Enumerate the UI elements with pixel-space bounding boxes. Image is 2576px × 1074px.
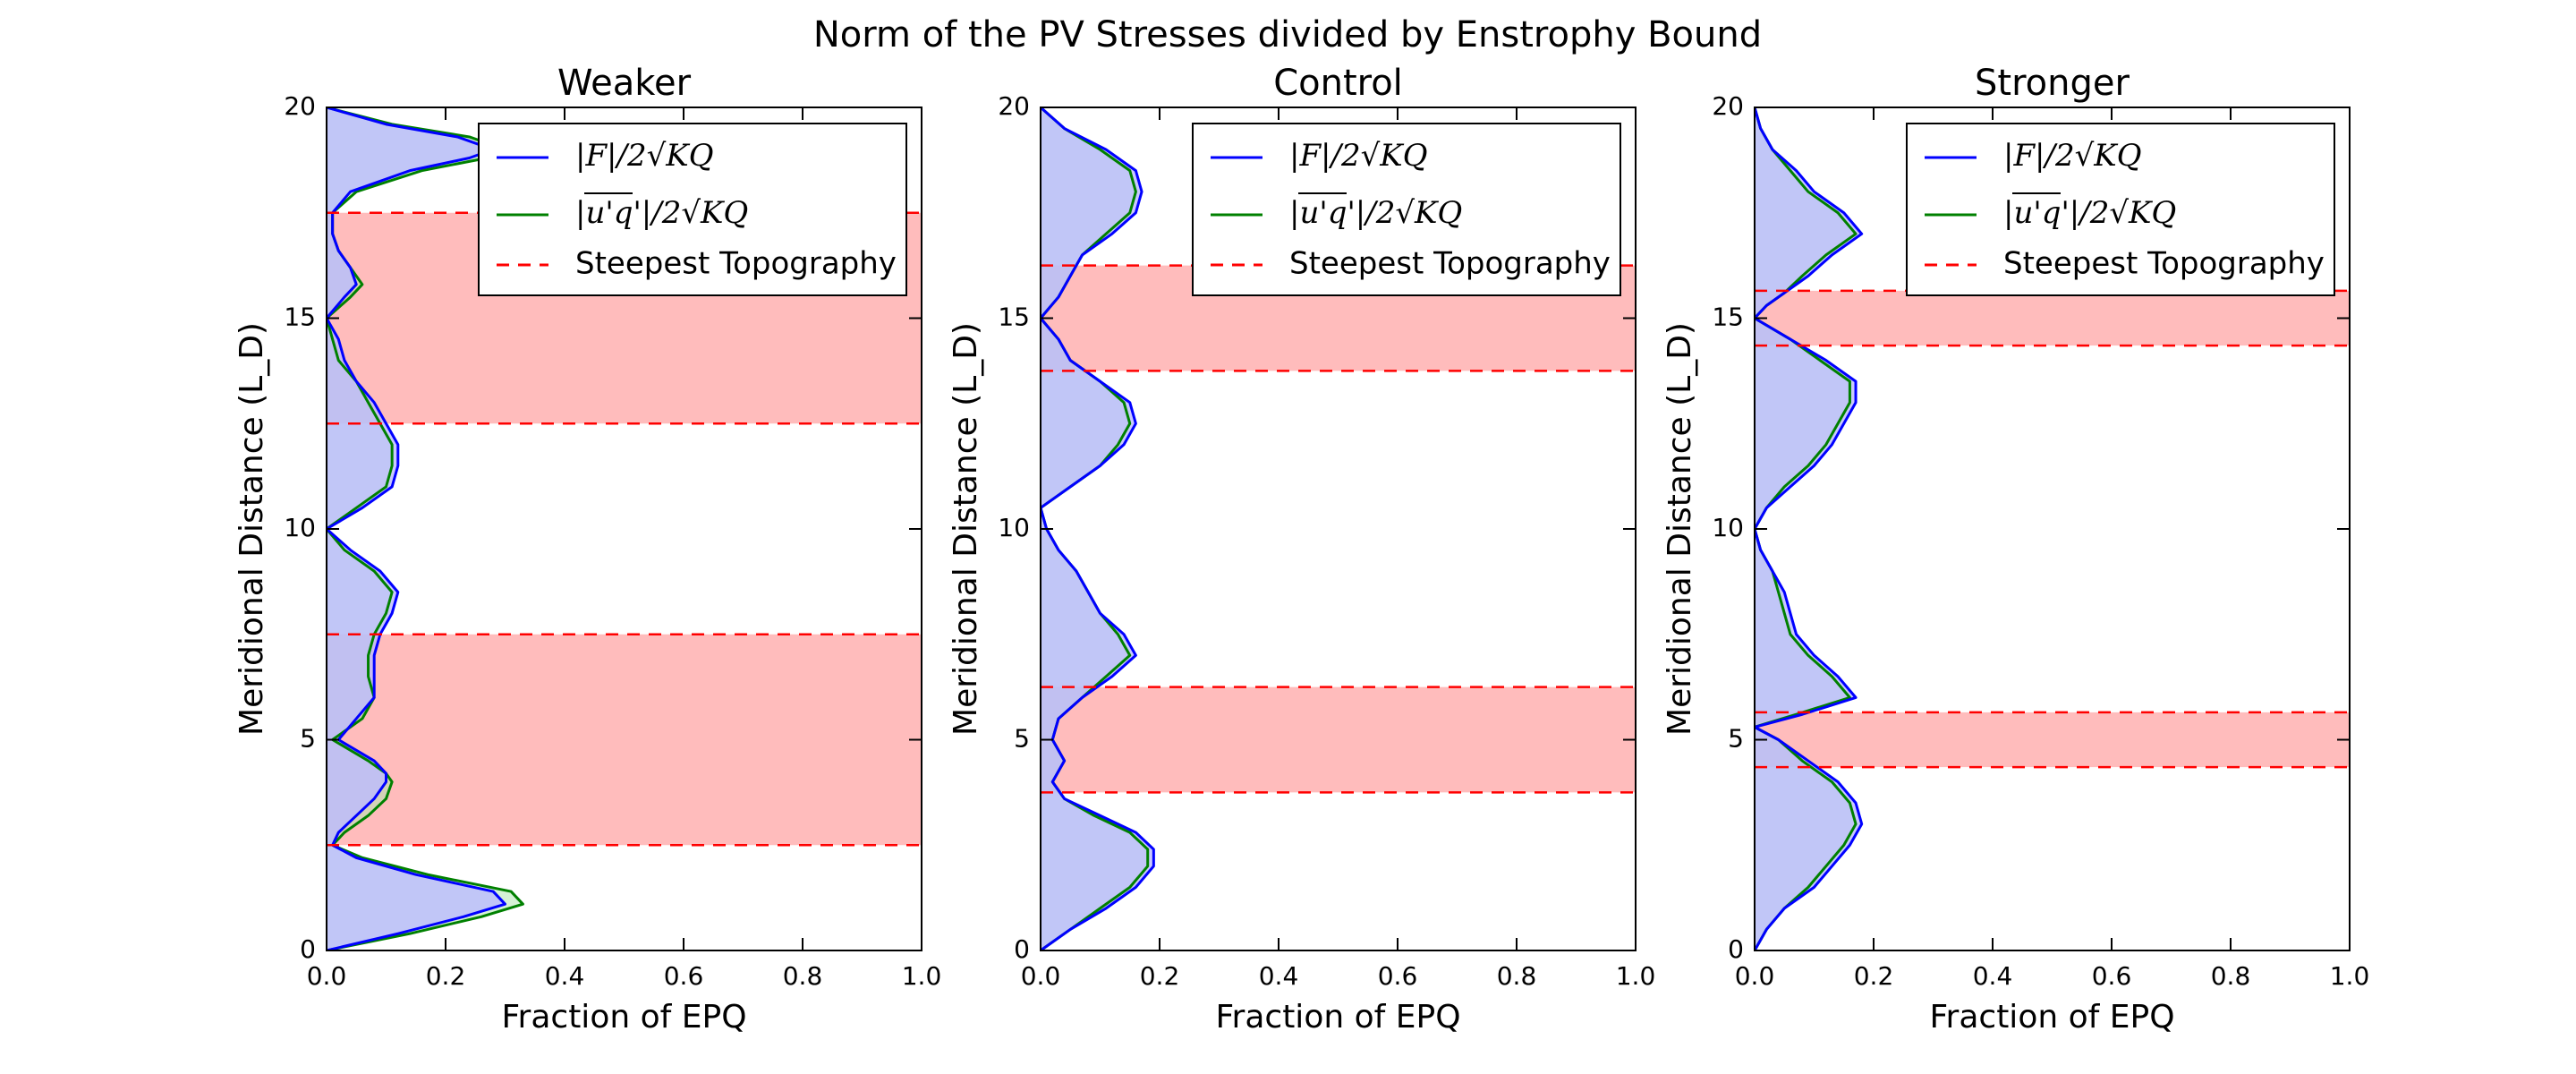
x-tick-label: 0.0 bbox=[307, 961, 347, 991]
y-tick-label: 10 bbox=[1712, 513, 1744, 542]
topography-band bbox=[1755, 290, 2350, 346]
series-line-eddy-flux bbox=[1755, 107, 1858, 950]
topography-band bbox=[327, 634, 922, 846]
legend-label: |F|/2√KQ bbox=[2003, 138, 2142, 174]
x-tick-label: 0.6 bbox=[1378, 961, 1418, 991]
y-tick-label: 5 bbox=[1014, 724, 1030, 754]
y-tick-label: 10 bbox=[998, 513, 1030, 542]
x-tick-label: 0.8 bbox=[2211, 961, 2251, 991]
series-fill-flux bbox=[327, 107, 506, 950]
x-tick-label: 0.4 bbox=[1259, 961, 1299, 991]
topography-band bbox=[1755, 712, 2350, 768]
legend-label: |u'q'|/2√KQ bbox=[1289, 195, 1462, 231]
legend-label: |u'q'|/2√KQ bbox=[2003, 195, 2176, 231]
y-tick-label: 15 bbox=[998, 303, 1030, 332]
y-tick-label: 5 bbox=[300, 724, 316, 754]
x-tick-label: 0.4 bbox=[1973, 961, 2013, 991]
subplot-stronger: 0.0 0.2 0.4 0.6 0.8 1.0 0 5 10 15 20 Stronger Fracti… bbox=[1662, 63, 2369, 1036]
y-tick-label: 5 bbox=[1728, 724, 1744, 754]
legend-label: |F|/2√KQ bbox=[575, 138, 714, 174]
legend-label: Steepest Topography bbox=[1289, 246, 1611, 282]
legend-label: |u'q'|/2√KQ bbox=[575, 195, 748, 231]
y-tick-label: 15 bbox=[1712, 303, 1744, 332]
x-tick-label: 0.8 bbox=[1497, 961, 1537, 991]
figure-title: Norm of the PV Stresses divided by Enstr… bbox=[813, 14, 1762, 55]
subplot-group: 0.0 0.2 0.4 0.6 0.8 1.0 0 5 10 15 20 Weaker Fraction… bbox=[234, 63, 2369, 1036]
y-axis-label: Meridional Distance (L_D) bbox=[234, 322, 270, 736]
y-tick-label: 15 bbox=[284, 303, 316, 332]
legend-label: |F|/2√KQ bbox=[1289, 138, 1428, 174]
series-fill-flux bbox=[1041, 107, 1154, 950]
y-tick-label: 0 bbox=[1728, 934, 1744, 964]
x-tick-label: 0.8 bbox=[783, 961, 823, 991]
subplot-weaker: 0.0 0.2 0.4 0.6 0.8 1.0 0 5 10 15 20 Weaker Fraction… bbox=[234, 63, 941, 1036]
x-tick-label: 0.4 bbox=[545, 961, 585, 991]
x-axis-label: Fraction of EPQ bbox=[1215, 999, 1460, 1036]
legend-label: Steepest Topography bbox=[2003, 246, 2325, 282]
x-tick-label: 0.2 bbox=[1854, 961, 1894, 991]
subplot-control: 0.0 0.2 0.4 0.6 0.8 1.0 0 5 10 15 20 Control Fractio… bbox=[948, 63, 1655, 1036]
y-axis-label: Meridional Distance (L_D) bbox=[948, 322, 984, 736]
y-tick-label: 20 bbox=[284, 91, 316, 121]
x-tick-label: 1.0 bbox=[902, 961, 942, 991]
series-line-flux bbox=[1755, 107, 1864, 950]
series-line-flux bbox=[327, 107, 506, 950]
series-line-flux bbox=[1041, 107, 1155, 950]
x-tick-label: 0.2 bbox=[1140, 961, 1180, 991]
x-axis-label: Fraction of EPQ bbox=[1929, 999, 2174, 1036]
topography-band bbox=[1041, 686, 1636, 793]
x-tick-label: 0.0 bbox=[1735, 961, 1775, 991]
x-tick-label: 0.2 bbox=[426, 961, 466, 991]
x-tick-label: 0.0 bbox=[1021, 961, 1061, 991]
subplot-title: Control bbox=[1273, 63, 1403, 104]
y-tick-label: 20 bbox=[998, 91, 1030, 121]
legend: |F|/2√KQ |u'q'|/2√KQ Steepest Topography bbox=[1192, 123, 1621, 296]
legend-box bbox=[478, 123, 907, 296]
y-tick-label: 0 bbox=[1014, 934, 1030, 964]
subplot-title: Weaker bbox=[557, 63, 692, 104]
x-tick-label: 1.0 bbox=[1616, 961, 1656, 991]
y-axis-label: Meridional Distance (L_D) bbox=[1662, 322, 1698, 736]
x-tick-label: 0.6 bbox=[664, 961, 704, 991]
y-tick-label: 0 bbox=[300, 934, 316, 964]
x-axis-label: Fraction of EPQ bbox=[501, 999, 746, 1036]
legend: |F|/2√KQ |u'q'|/2√KQ Steepest Topography bbox=[478, 123, 907, 296]
legend-box bbox=[1192, 123, 1621, 296]
series-fill-flux bbox=[1755, 107, 1862, 950]
legend-label: Steepest Topography bbox=[575, 246, 897, 282]
x-tick-label: 1.0 bbox=[2330, 961, 2370, 991]
legend: |F|/2√KQ |u'q'|/2√KQ Steepest Topography bbox=[1906, 123, 2335, 296]
y-tick-label: 10 bbox=[284, 513, 316, 542]
legend-box bbox=[1906, 123, 2335, 296]
subplot-title: Stronger bbox=[1975, 63, 2130, 104]
y-tick-label: 20 bbox=[1712, 91, 1744, 121]
plot-area bbox=[1755, 107, 2350, 950]
x-tick-label: 0.6 bbox=[2092, 961, 2132, 991]
